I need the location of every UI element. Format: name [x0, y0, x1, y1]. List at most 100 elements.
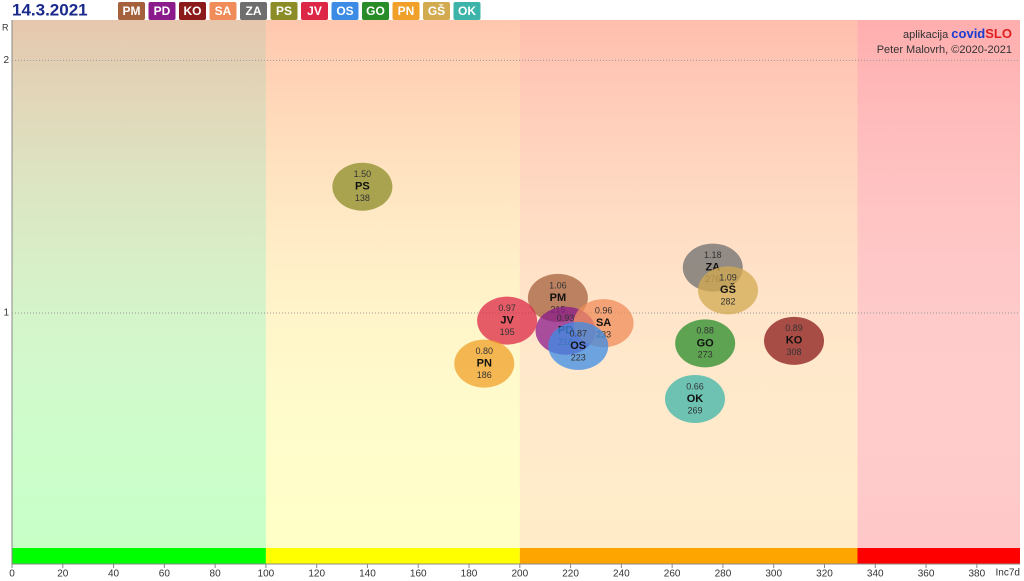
inc-label: 223 [571, 352, 586, 362]
zone-shade [265, 20, 520, 548]
zone-shade [857, 20, 1020, 548]
legend-button [362, 2, 389, 20]
x-tick-label: 60 [159, 569, 171, 580]
x-tick-label: 240 [613, 569, 630, 580]
credit-app: aplikacija [903, 29, 949, 41]
legend-label: OS [336, 4, 353, 18]
legend-button [270, 2, 298, 20]
legend-button [392, 2, 420, 20]
x-tick-label: 360 [918, 569, 935, 580]
inc-label: 195 [500, 327, 515, 337]
region-blob [454, 339, 515, 388]
x-tick-label: 20 [57, 569, 69, 580]
inc-label: 308 [787, 347, 802, 357]
legend-label: GŠ [428, 3, 445, 18]
x-tick-label: 300 [765, 569, 782, 580]
region-label: SA [596, 317, 611, 329]
x-axis-label: Inc7d [996, 568, 1020, 579]
region-label: GŠ [720, 283, 736, 296]
legend-label: PN [398, 4, 415, 18]
y-tick-label: 1 [3, 308, 9, 319]
x-tick-label: 120 [308, 569, 325, 580]
x-tick-label: 260 [664, 569, 681, 580]
region-blob [477, 296, 538, 345]
x-tick-label: 80 [210, 569, 222, 580]
inc-label: 282 [720, 297, 735, 307]
legend-label: PM [123, 4, 141, 18]
r-label: 1.18 [704, 250, 722, 260]
r-label: 0.88 [696, 326, 714, 336]
r-label: 0.87 [569, 328, 587, 338]
r-label: 0.89 [785, 323, 803, 333]
x-tick-label: 280 [715, 569, 732, 580]
legend-button [331, 2, 359, 20]
region-blob [332, 162, 393, 211]
region-label: OK [687, 393, 704, 405]
r-label: 1.09 [719, 273, 737, 283]
inc-label: 138 [355, 193, 370, 203]
r-label: 0.66 [686, 381, 704, 391]
region-blob [698, 266, 759, 315]
zone-bar [519, 548, 858, 564]
legend-label: OK [458, 4, 476, 18]
zone-bar [857, 548, 1020, 564]
legend-button [209, 2, 237, 20]
legend-button [301, 2, 328, 20]
x-tick-label: 320 [816, 569, 833, 580]
x-tick-label: 220 [562, 569, 579, 580]
y-tick-label: 2 [3, 55, 9, 66]
r-label: 0.96 [595, 306, 613, 316]
legend-label: KO [184, 4, 202, 18]
r-label: 1.50 [354, 169, 372, 179]
region-label: PM [550, 292, 567, 304]
credit-brand2: SLO [985, 26, 1012, 41]
legend-label: ZA [246, 4, 262, 18]
x-tick-label: 40 [108, 569, 120, 580]
legend-label: PD [154, 4, 171, 18]
y-axis-label: R [2, 22, 9, 32]
legend-button [118, 2, 145, 20]
x-tick-label: 380 [968, 569, 985, 580]
region-blob [764, 316, 825, 365]
inc-label: 273 [698, 350, 713, 360]
legend-label: JV [307, 4, 322, 18]
r-label: 0.93 [557, 313, 575, 323]
region-label: KO [786, 335, 803, 347]
region-label: GO [697, 337, 715, 349]
region-label: PN [477, 357, 492, 369]
x-tick-label: 140 [359, 569, 376, 580]
legend-button [240, 2, 267, 20]
region-label: PS [355, 181, 370, 193]
credit-brand: covid [951, 26, 985, 41]
inc-label: 186 [477, 370, 492, 380]
x-tick-label: 0 [9, 569, 15, 580]
region-label: JV [500, 315, 514, 327]
region-blob [675, 319, 736, 368]
legend-label: SA [215, 4, 232, 18]
legend-button [453, 2, 481, 20]
x-tick-label: 180 [461, 569, 478, 580]
zone-bar [265, 548, 520, 564]
legend-label: PS [276, 4, 292, 18]
credit: aplikacija covidSLO [903, 26, 1012, 41]
date-title: 14.3.2021 [12, 0, 88, 19]
x-tick-label: 340 [867, 569, 884, 580]
inc-label: 269 [687, 405, 702, 415]
zone-bar [12, 548, 266, 564]
region-blob [548, 321, 609, 370]
r-label: 0.97 [498, 303, 516, 313]
region-label: OS [570, 340, 586, 352]
legend-button [148, 2, 176, 20]
credit-author: Peter Malovrh, ©2020-2021 [877, 44, 1012, 56]
region-blob [665, 374, 726, 423]
r-label: 0.80 [475, 346, 493, 356]
legend-button [423, 2, 450, 20]
zone-shade [12, 20, 266, 548]
r-label: 1.06 [549, 280, 567, 290]
x-tick-label: 160 [410, 569, 427, 580]
legend-label: GO [366, 4, 385, 18]
x-tick-label: 200 [511, 569, 528, 580]
x-tick-label: 100 [258, 569, 275, 580]
legend-button [179, 2, 206, 20]
